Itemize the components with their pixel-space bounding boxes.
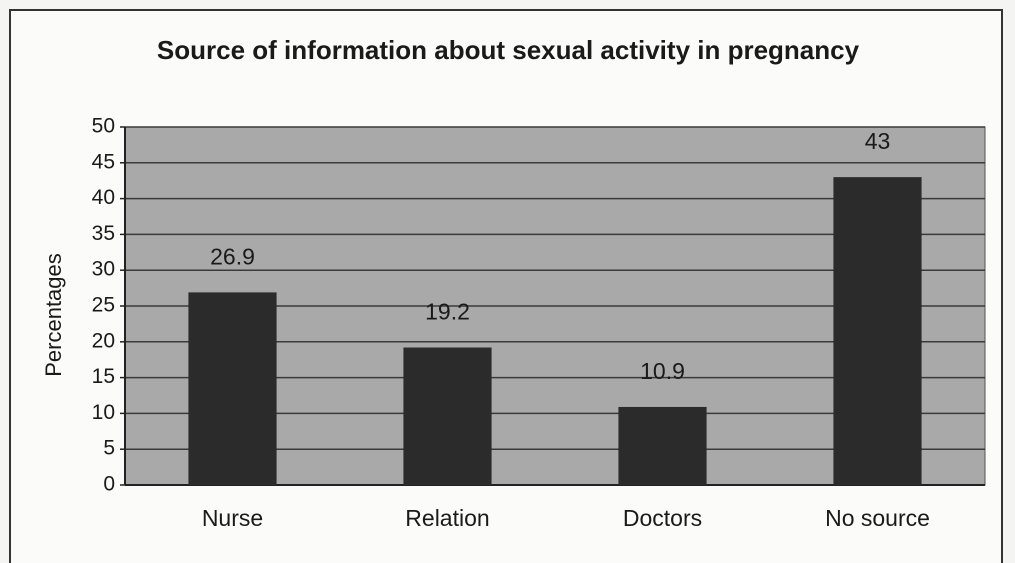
y-tick-label: 35	[92, 222, 115, 245]
y-tick-label: 25	[92, 294, 115, 317]
y-tick-label: 0	[103, 473, 115, 496]
x-tick-label: No source	[825, 505, 930, 531]
data-label: 43	[865, 128, 891, 154]
chart-title: Source of information about sexual activ…	[157, 35, 860, 65]
y-tick-label: 10	[92, 401, 115, 424]
y-tick-label: 40	[92, 186, 115, 209]
x-tick-label: Relation	[405, 505, 489, 531]
bar	[833, 177, 922, 485]
y-tick-label: 5	[103, 437, 115, 460]
y-axis-label: Percentages	[41, 253, 66, 377]
y-tick-label: 20	[92, 329, 115, 352]
data-label: 10.9	[640, 358, 685, 384]
data-label: 19.2	[425, 299, 470, 325]
bar	[618, 406, 707, 485]
x-tick-label: Nurse	[202, 505, 263, 531]
y-tick-label: 30	[92, 258, 115, 281]
y-tick-label: 45	[92, 150, 115, 173]
bar	[403, 347, 492, 485]
y-tick-label: 15	[92, 365, 115, 388]
x-tick-label: Doctors	[623, 505, 702, 531]
y-tick-label: 50	[92, 115, 115, 138]
bar	[188, 292, 277, 485]
data-label: 26.9	[210, 243, 255, 269]
